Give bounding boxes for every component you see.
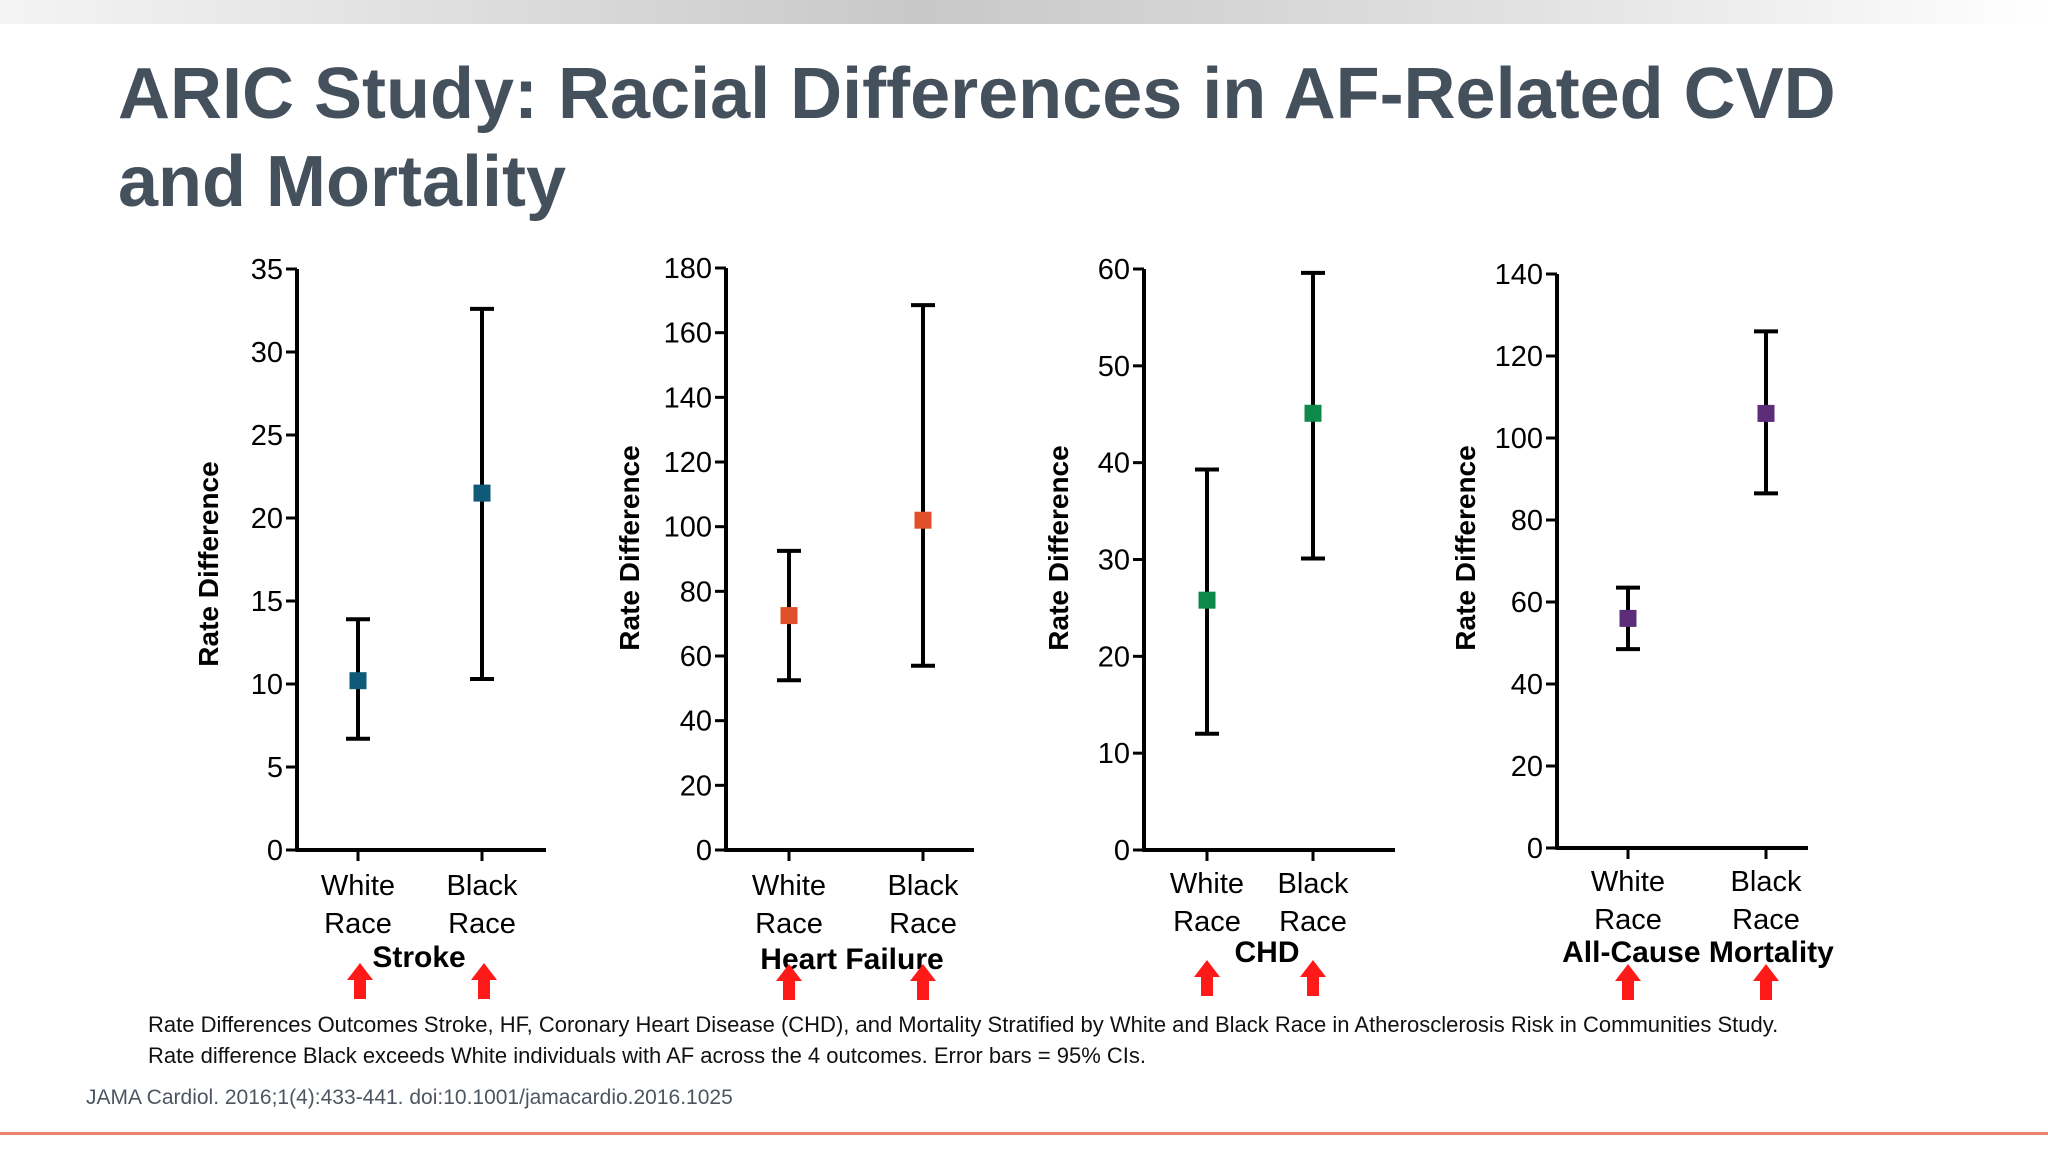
x-tick-label: White Race — [1591, 866, 1665, 936]
outcome-title: All-Cause Mortality — [1562, 936, 1834, 969]
data-point — [1304, 404, 1322, 422]
data-point — [780, 607, 798, 625]
y-tick-label: 180 — [664, 253, 712, 285]
data-point — [1198, 591, 1216, 609]
y-tick-label: 10 — [1098, 738, 1130, 770]
y-axis-label: Rate Difference — [1450, 445, 1481, 650]
x-tick-label: Black Race — [1278, 868, 1349, 938]
data-point — [349, 672, 367, 690]
outcome-title: Stroke — [372, 941, 465, 974]
data-point — [473, 484, 491, 502]
y-tick-label: 30 — [251, 337, 283, 369]
y-tick-label: 10 — [251, 669, 283, 701]
data-point — [914, 511, 932, 529]
chart-panel-4: 0 20 40 60 80 100 120 140 Rate Difference White Ra… — [1450, 259, 1834, 1000]
y-tick-label: 5 — [267, 752, 283, 784]
y-tick-label: 40 — [680, 706, 712, 738]
y-tick-label: 0 — [1527, 833, 1543, 865]
y-tick-label: 15 — [251, 586, 283, 618]
y-tick-label: 0 — [696, 835, 712, 867]
chart-panel-2: 0 20 40 60 80 100 120 140 160 180 Rate Difference W… — [614, 253, 974, 1000]
top-gradient-bar — [0, 0, 2048, 24]
caption-line-2: Rate difference Black exceeds White indi… — [148, 1043, 1146, 1068]
x-tick-label: Black Race — [888, 870, 959, 940]
up-arrow-icon — [471, 963, 497, 999]
y-tick-label: 20 — [1511, 751, 1543, 783]
y-tick-label: 140 — [1495, 259, 1543, 291]
y-tick-label: 20 — [680, 770, 712, 802]
figure-caption: Rate Differences Outcomes Stroke, HF, Co… — [148, 1009, 1998, 1071]
y-tick-label: 60 — [1511, 587, 1543, 619]
up-arrow-icon — [1194, 960, 1220, 996]
y-axis-label: Rate Difference — [614, 445, 645, 650]
y-tick-label: 80 — [680, 576, 712, 608]
y-tick-label: 120 — [664, 447, 712, 479]
chart-panel-1: 0 5 10 15 20 25 30 35 Rate Difference White Race Bl… — [193, 254, 546, 999]
y-tick-label: 40 — [1098, 448, 1130, 480]
y-tick-label: 160 — [664, 318, 712, 350]
y-tick-label: 30 — [1098, 545, 1130, 577]
y-tick-label: 60 — [1098, 254, 1130, 286]
up-arrow-icon — [776, 964, 802, 1000]
y-tick-label: 35 — [251, 254, 283, 286]
y-axis-label: Rate Difference — [193, 461, 224, 666]
y-axis-label: Rate Difference — [1043, 445, 1074, 650]
y-tick-label: 20 — [1098, 641, 1130, 673]
caption-line-1: Rate Differences Outcomes Stroke, HF, Co… — [148, 1012, 1779, 1037]
y-tick-label: 120 — [1495, 341, 1543, 373]
citation: JAMA Cardiol. 2016;1(4):433-441. doi:10.… — [86, 1086, 733, 1109]
y-tick-label: 100 — [1495, 423, 1543, 455]
up-arrow-icon — [1615, 964, 1641, 1000]
y-tick-label: 80 — [1511, 505, 1543, 537]
x-tick-label: White Race — [1170, 868, 1244, 938]
x-tick-label: Black Race — [1731, 866, 1802, 936]
outcome-title: CHD — [1235, 936, 1300, 969]
y-tick-label: 100 — [664, 512, 712, 544]
y-tick-label: 0 — [267, 835, 283, 867]
x-tick-label: White Race — [321, 870, 395, 940]
up-arrow-icon — [1300, 960, 1326, 996]
x-tick-label: White Race — [752, 870, 826, 940]
y-tick-label: 40 — [1511, 669, 1543, 701]
y-tick-label: 60 — [680, 641, 712, 673]
y-tick-label: 25 — [251, 420, 283, 452]
up-arrow-icon — [910, 964, 936, 1000]
y-tick-label: 140 — [664, 382, 712, 414]
bottom-rule — [0, 1132, 2048, 1135]
data-point — [1619, 609, 1637, 627]
x-tick-label: Black Race — [447, 870, 518, 940]
up-arrow-icon — [347, 963, 373, 999]
up-arrow-icon — [1753, 964, 1779, 1000]
y-tick-label: 0 — [1114, 835, 1130, 867]
chart-panel-3: 0 10 20 30 40 50 60 Rate Difference White Race Bla… — [1043, 254, 1395, 996]
y-tick-label: 50 — [1098, 351, 1130, 383]
y-tick-label: 20 — [251, 503, 283, 535]
slide-title: ARIC Study: Racial Differences in AF-Rel… — [118, 54, 1836, 222]
data-point — [1757, 404, 1775, 422]
